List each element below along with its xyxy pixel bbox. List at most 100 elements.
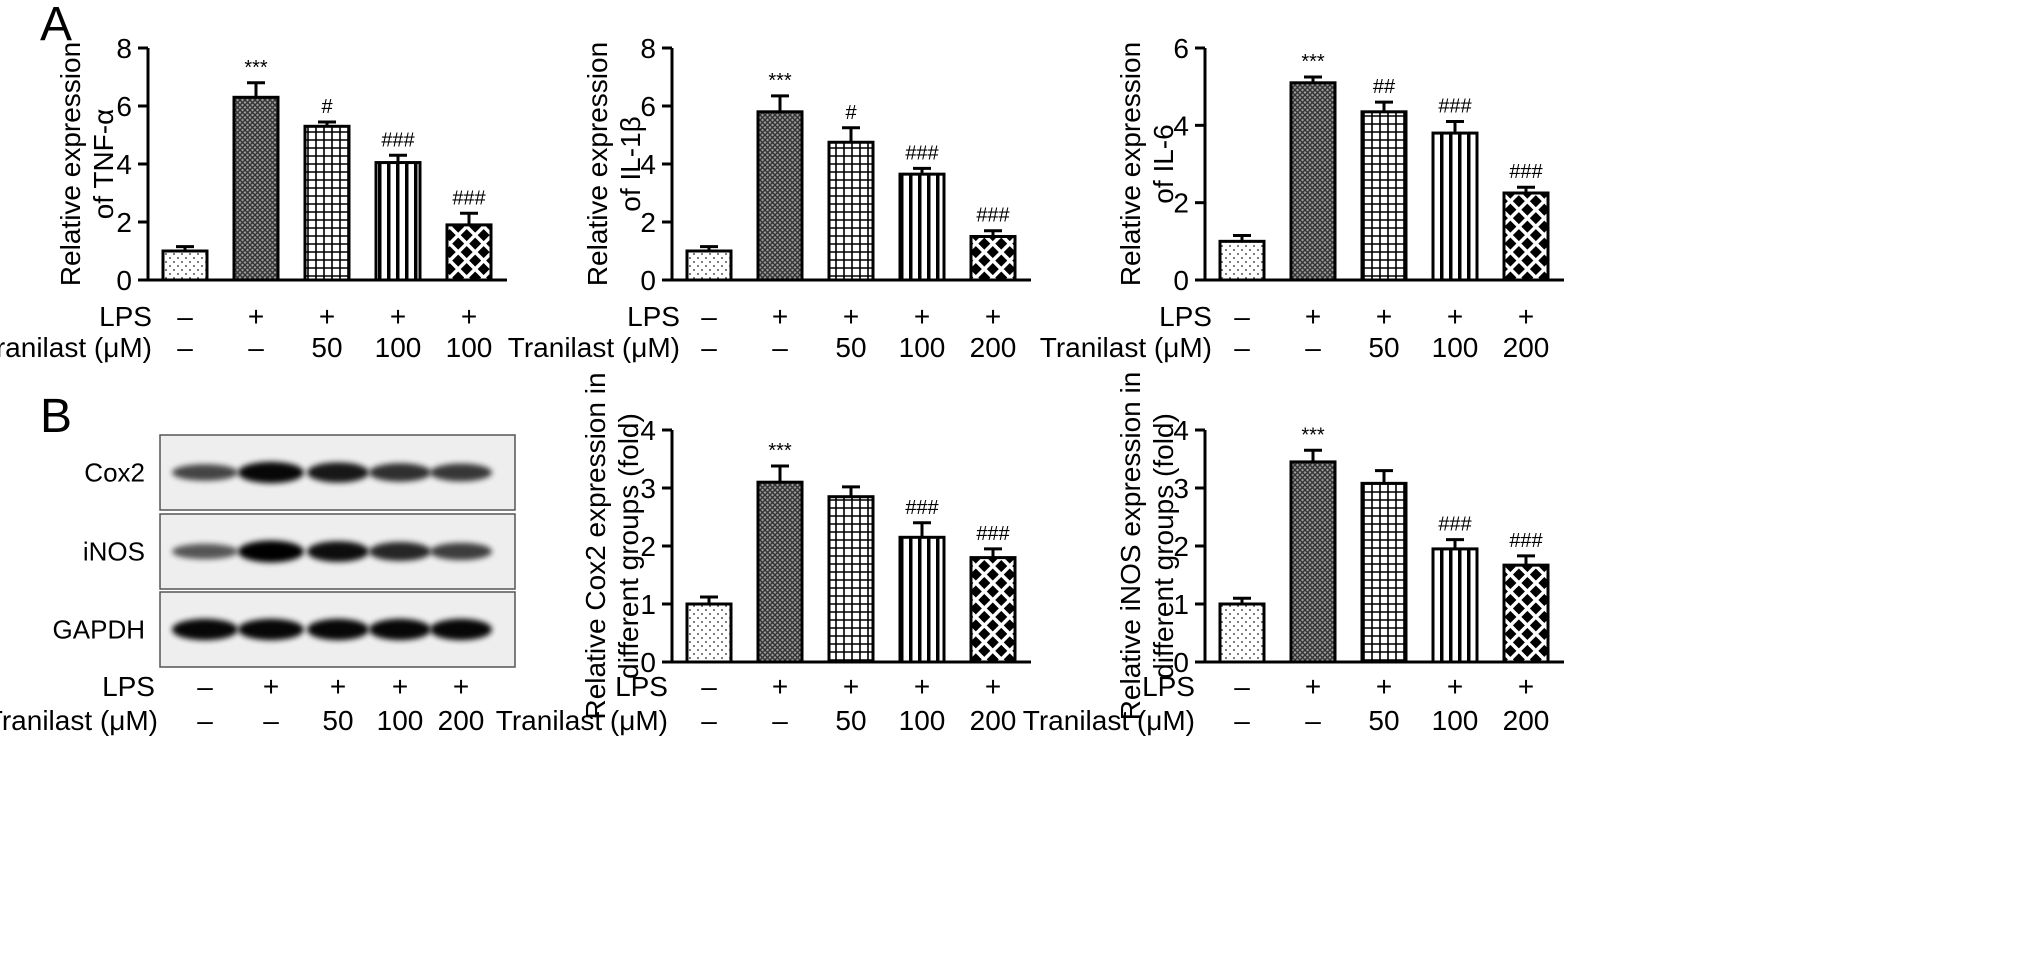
lps-value: – bbox=[1234, 301, 1250, 332]
bar bbox=[1502, 191, 1550, 282]
blot-band bbox=[238, 618, 304, 641]
lps-value: + bbox=[319, 301, 335, 332]
y-axis-label-line: of TNF-α bbox=[88, 109, 119, 220]
bar bbox=[1218, 239, 1266, 282]
blot-band bbox=[369, 618, 431, 641]
bar bbox=[1360, 110, 1408, 282]
y-tick-label: 4 bbox=[640, 149, 656, 180]
lps-value: + bbox=[985, 671, 1001, 702]
tranilast-value: 100 bbox=[1432, 332, 1479, 363]
bar bbox=[1360, 481, 1408, 664]
lps-value: + bbox=[330, 671, 346, 702]
bar bbox=[827, 495, 875, 664]
lps-value: + bbox=[914, 301, 930, 332]
lps-value: + bbox=[390, 301, 406, 332]
bar bbox=[756, 110, 804, 282]
tranilast-value: 50 bbox=[1368, 332, 1399, 363]
bar bbox=[232, 95, 280, 282]
lps-value: + bbox=[263, 671, 279, 702]
y-axis-label-line: of IL-6 bbox=[1148, 124, 1179, 203]
tranilast-value: – bbox=[1234, 332, 1250, 363]
lps-label: LPS bbox=[99, 301, 152, 332]
y-tick-label: 6 bbox=[116, 91, 132, 122]
lps-value: + bbox=[1305, 301, 1321, 332]
tranilast-value: – bbox=[1305, 332, 1321, 363]
significance-marker: ### bbox=[905, 142, 939, 164]
blot-band bbox=[172, 618, 238, 641]
blot-band bbox=[307, 541, 369, 562]
y-axis-label-line: Relative Cox2 expression in bbox=[580, 372, 611, 719]
bar bbox=[827, 140, 875, 282]
tranilast-value: 50 bbox=[835, 705, 866, 736]
tranilast-value: 200 bbox=[970, 332, 1017, 363]
lps-label: LPS bbox=[615, 671, 668, 702]
significance-marker: *** bbox=[1301, 424, 1325, 446]
bar bbox=[969, 556, 1017, 664]
significance-marker: *** bbox=[768, 70, 792, 92]
blot-band bbox=[307, 618, 369, 641]
blot-band bbox=[430, 463, 492, 482]
blot-row-label: iNOS bbox=[83, 537, 145, 567]
y-axis-label: Relative iNOS expression indifferent gro… bbox=[1115, 372, 1179, 721]
tranilast-value: 100 bbox=[377, 705, 424, 736]
y-axis-label: Relative Cox2 expression indifferent gro… bbox=[580, 372, 644, 719]
tranilast-value: 200 bbox=[438, 705, 485, 736]
tranilast-label: Tranilast (μM) bbox=[1040, 332, 1212, 363]
lps-value: + bbox=[772, 301, 788, 332]
bar bbox=[756, 480, 804, 664]
blot-band bbox=[238, 461, 304, 484]
tranilast-value: – bbox=[197, 705, 213, 736]
y-tick-label: 3 bbox=[640, 473, 656, 504]
bar bbox=[1431, 131, 1479, 282]
significance-marker: # bbox=[845, 102, 857, 124]
tranilast-value: – bbox=[1305, 705, 1321, 736]
y-tick-label: 0 bbox=[1173, 265, 1189, 296]
y-tick-label: 2 bbox=[1173, 188, 1189, 219]
y-axis-label-line: Relative expression bbox=[55, 42, 86, 286]
blot-band bbox=[369, 463, 431, 482]
y-tick-label: 4 bbox=[1173, 415, 1189, 446]
lps-value: + bbox=[1376, 671, 1392, 702]
bar bbox=[374, 161, 422, 282]
lps-label: LPS bbox=[1142, 671, 1195, 702]
tranilast-label: Tranilast (μM) bbox=[1023, 705, 1195, 736]
y-tick-label: 1 bbox=[640, 589, 656, 620]
y-tick-label: 6 bbox=[1173, 33, 1189, 64]
lps-value: + bbox=[461, 301, 477, 332]
bar bbox=[445, 223, 493, 282]
lps-value: + bbox=[1305, 671, 1321, 702]
lps-label: LPS bbox=[102, 671, 155, 702]
blot-row-inos: iNOS bbox=[83, 513, 516, 590]
lps-value: + bbox=[453, 671, 469, 702]
bar bbox=[1289, 460, 1337, 664]
tranilast-value: 100 bbox=[899, 332, 946, 363]
y-axis-label: Relative expressionof IL-6 bbox=[1115, 42, 1179, 286]
significance-marker: ### bbox=[1438, 514, 1472, 536]
y-tick-label: 2 bbox=[640, 531, 656, 562]
blot-band bbox=[307, 462, 369, 483]
lps-value: + bbox=[1447, 301, 1463, 332]
blot-row-gapdh: GAPDH bbox=[53, 591, 516, 668]
tranilast-value: 200 bbox=[1503, 332, 1550, 363]
tranilast-value: 200 bbox=[1503, 705, 1550, 736]
tranilast-value: – bbox=[701, 705, 717, 736]
lps-value: + bbox=[843, 301, 859, 332]
y-tick-label: 3 bbox=[1173, 473, 1189, 504]
tranilast-value: 100 bbox=[899, 705, 946, 736]
y-axis-label-line: Relative expression bbox=[1115, 42, 1146, 286]
tranilast-label: Tranilast (μM) bbox=[508, 332, 680, 363]
tranilast-label: Tranilast (μM) bbox=[0, 332, 152, 363]
tranilast-value: – bbox=[177, 332, 193, 363]
panel-letter-a: A bbox=[40, 0, 72, 51]
y-tick-label: 2 bbox=[116, 207, 132, 238]
tranilast-value: 50 bbox=[835, 332, 866, 363]
y-axis-label-line: of IL-1β bbox=[615, 116, 646, 211]
lps-value: – bbox=[1234, 671, 1250, 702]
bar bbox=[161, 249, 209, 282]
lps-value: + bbox=[843, 671, 859, 702]
significance-marker: ### bbox=[976, 523, 1010, 545]
